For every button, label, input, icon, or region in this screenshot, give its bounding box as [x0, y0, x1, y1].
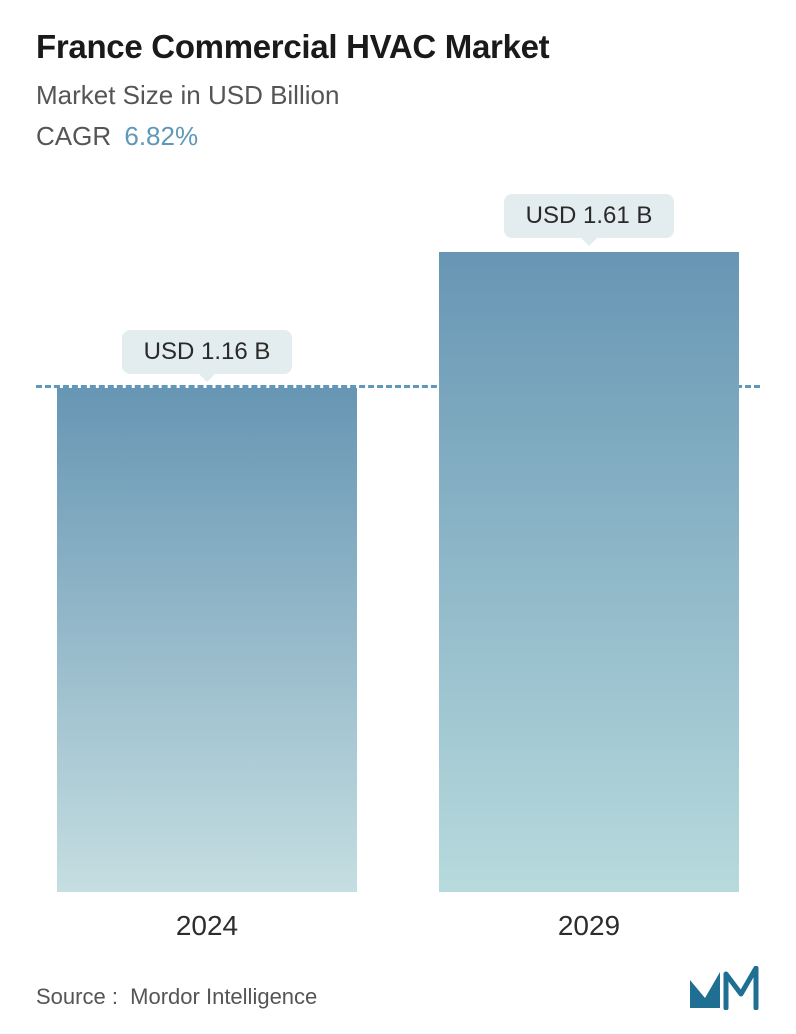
chart-subtitle: Market Size in USD Billion — [36, 80, 760, 111]
bar — [57, 388, 357, 892]
x-axis-label: 2024 — [57, 910, 357, 942]
source-attribution: Source : Mordor Intelligence — [36, 984, 317, 1010]
chart-footer: Source : Mordor Intelligence — [36, 966, 760, 1010]
cagr-value: 6.82% — [124, 121, 198, 151]
bar-group: USD 1.16 B USD 1.61 B — [36, 192, 760, 892]
source-label: Source : — [36, 984, 118, 1009]
bar-wrap-2029: USD 1.61 B — [439, 194, 739, 892]
value-badge: USD 1.16 B — [122, 330, 293, 374]
x-axis-label: 2029 — [439, 910, 739, 942]
brand-logo-icon — [688, 966, 760, 1010]
chart-title: France Commercial HVAC Market — [36, 28, 760, 66]
chart-plot-area: USD 1.16 B USD 1.61 B — [36, 192, 760, 892]
bar-wrap-2024: USD 1.16 B — [57, 330, 357, 892]
source-name: Mordor Intelligence — [130, 984, 317, 1009]
cagr-label: CAGR — [36, 121, 111, 151]
x-axis-labels: 2024 2029 — [36, 910, 760, 942]
value-badge: USD 1.61 B — [504, 194, 675, 238]
cagr-row: CAGR 6.82% — [36, 121, 760, 152]
bar — [439, 252, 739, 892]
